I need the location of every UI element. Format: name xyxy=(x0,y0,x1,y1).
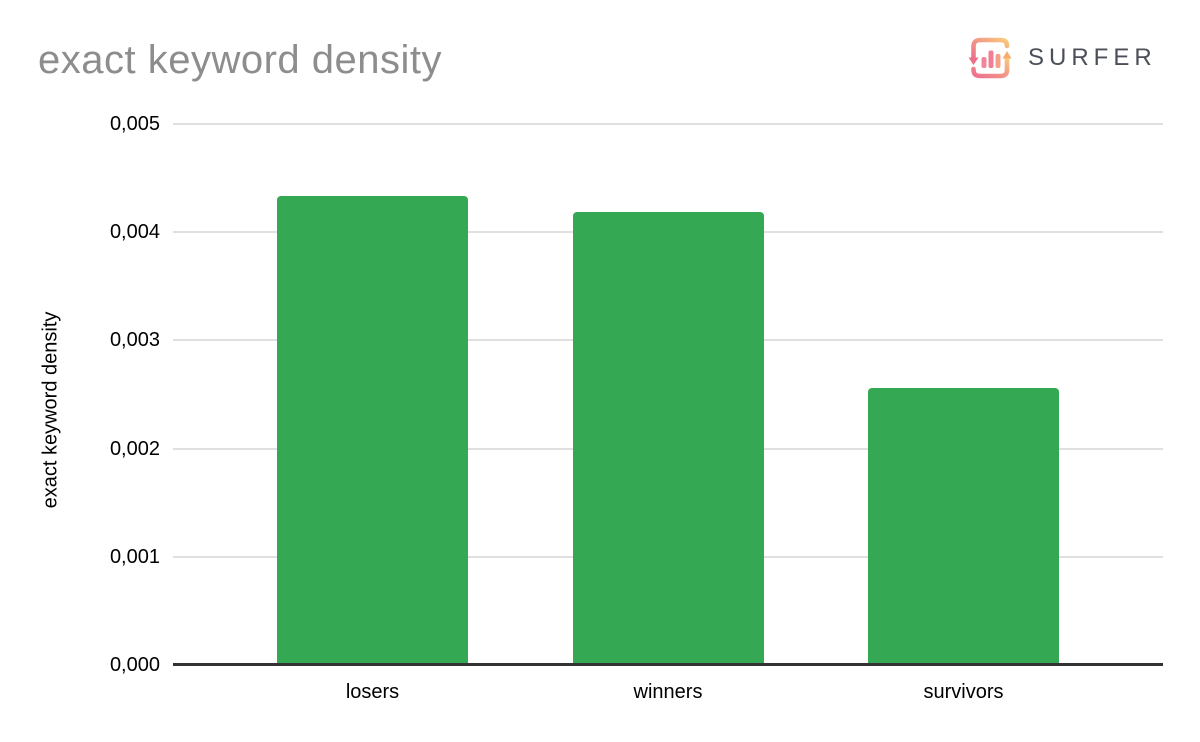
logo-arc-bottom xyxy=(971,55,1010,79)
y-tick-label: 0,000 xyxy=(109,654,160,676)
x-axis-line xyxy=(173,663,1163,666)
surfer-logo-icon xyxy=(968,37,1012,79)
x-tick-label: winners xyxy=(633,681,703,703)
surfer-logo: SURFER xyxy=(965,34,1157,82)
bar-survivors xyxy=(868,388,1059,665)
bar-winners xyxy=(572,211,764,665)
y-tick-label: 0,005 xyxy=(109,113,160,135)
y-tick-label: 0,003 xyxy=(109,329,160,352)
logo-mini-bar-medium xyxy=(995,54,1001,68)
logo-arrowhead-up xyxy=(1002,51,1012,59)
x-tick-label: survivors xyxy=(923,681,1004,703)
page-title: exact keyword density xyxy=(38,38,443,82)
logo-arc-top xyxy=(971,37,1010,61)
bar-losers xyxy=(277,196,468,665)
gridline xyxy=(173,123,1163,125)
bar-chart-plot-area xyxy=(173,123,1163,666)
logo-arrowhead-down xyxy=(968,57,979,65)
surfer-logo-text: SURFER xyxy=(1028,44,1157,71)
logo-mini-bar-tall xyxy=(988,50,994,68)
y-tick-label: 0,002 xyxy=(109,437,160,460)
x-tick-label: losers xyxy=(345,681,400,703)
logo-mini-bar-small xyxy=(981,57,987,68)
y-tick-label: 0,004 xyxy=(109,221,160,244)
y-tick-label: 0,001 xyxy=(109,545,160,568)
